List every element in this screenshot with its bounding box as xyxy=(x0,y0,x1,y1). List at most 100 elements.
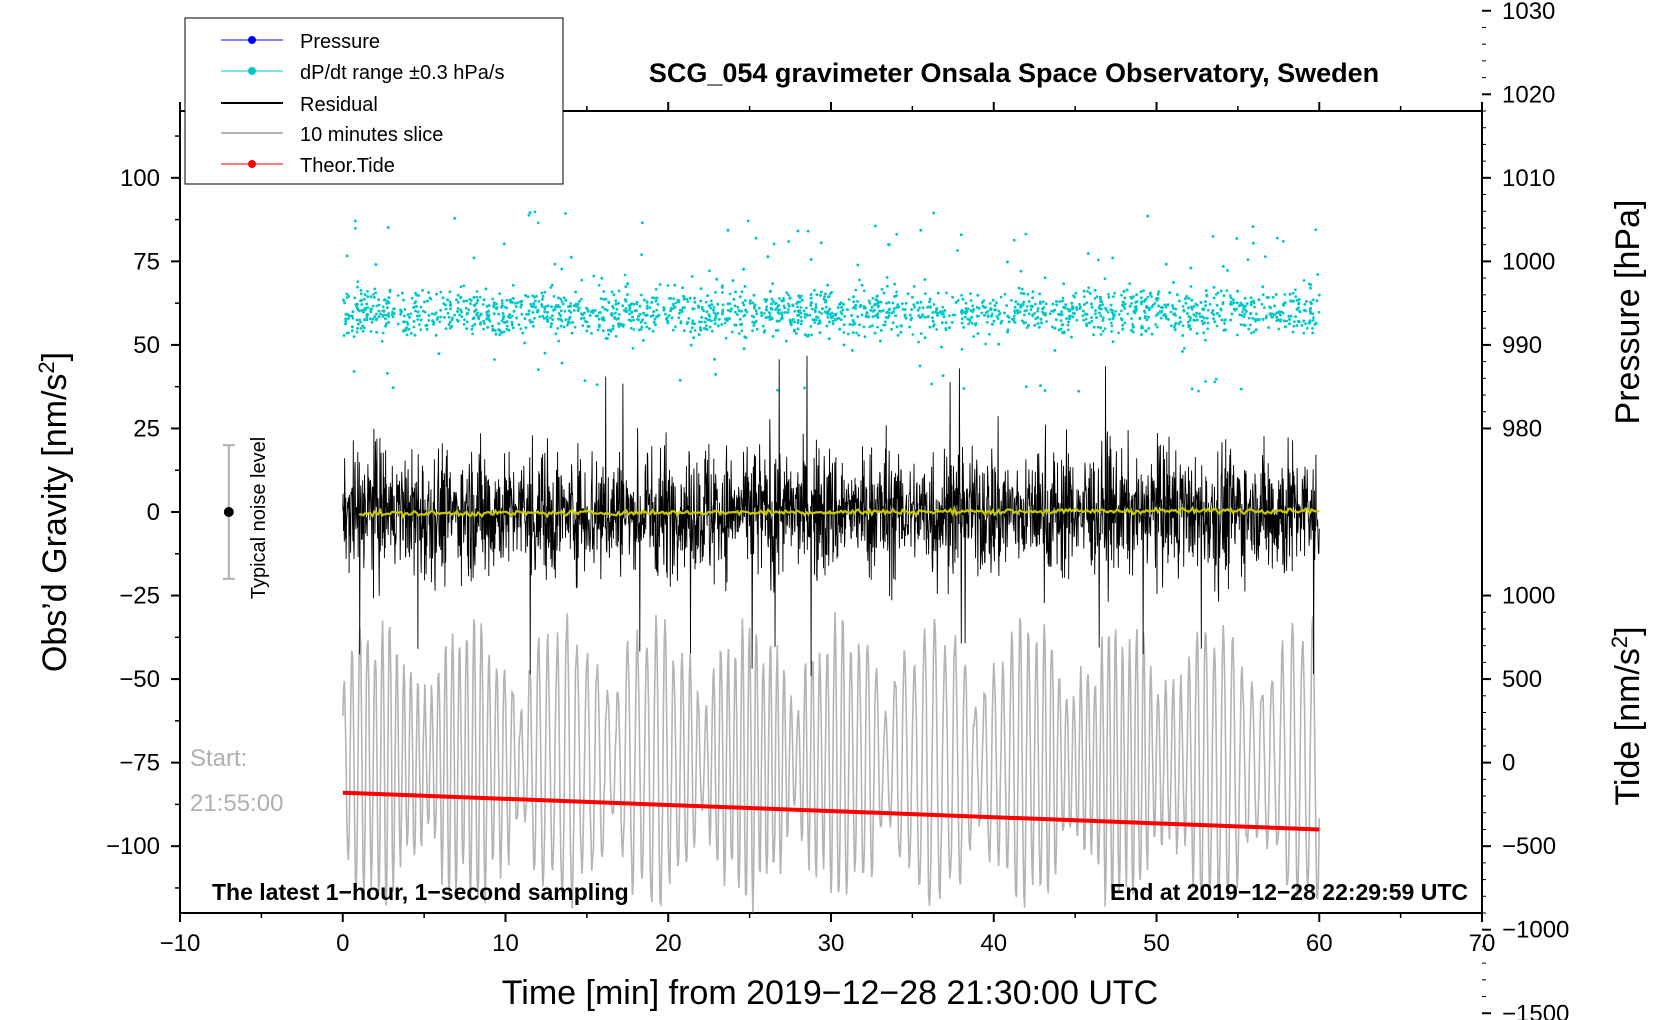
pressure-tick-label: 980 xyxy=(1502,415,1542,442)
series-residual-line xyxy=(342,355,1320,677)
dpdt-point xyxy=(867,299,871,303)
dpdt-point xyxy=(1186,306,1190,310)
dpdt-point xyxy=(1131,323,1135,326)
dpdt-point xyxy=(834,318,837,322)
dpdt-point xyxy=(1232,301,1236,305)
dpdt-point xyxy=(1298,298,1301,301)
dpdt-point xyxy=(1139,296,1143,300)
dpdt-point xyxy=(974,323,977,327)
dpdt-point xyxy=(387,315,391,318)
dpdt-point xyxy=(1090,316,1093,319)
dpdt-point xyxy=(1006,314,1010,318)
dpdt-point xyxy=(1164,305,1168,309)
dpdt-point xyxy=(1166,303,1170,307)
dpdt-point xyxy=(1154,323,1157,326)
dpdt-point xyxy=(365,318,369,322)
dpdt-point xyxy=(432,322,435,326)
dpdt-point xyxy=(1249,303,1253,307)
dpdt-point xyxy=(434,311,438,315)
dpdt-point xyxy=(865,311,869,314)
dpdt-point xyxy=(691,307,695,311)
dpdt-point xyxy=(642,298,646,302)
dpdt-point xyxy=(1194,302,1198,306)
dpdt-point xyxy=(529,302,532,306)
dpdt-point xyxy=(531,320,534,324)
dpdt-point xyxy=(511,326,515,330)
dpdt-point xyxy=(714,291,717,294)
dpdt-point xyxy=(1149,291,1152,295)
dpdt-point xyxy=(1219,308,1223,312)
dpdt-point xyxy=(792,329,796,333)
dpdt-point xyxy=(533,316,536,320)
dpdt-point xyxy=(1169,310,1173,314)
dpdt-point xyxy=(1177,322,1181,326)
dpdt-point xyxy=(554,332,558,336)
dpdt-point xyxy=(421,288,424,292)
dpdt-point xyxy=(446,311,450,315)
dpdt-point xyxy=(555,305,559,309)
dpdt-point xyxy=(721,291,724,294)
dpdt-point xyxy=(551,318,555,321)
dpdt-point xyxy=(726,317,730,320)
dpdt-point xyxy=(1173,323,1177,327)
dpdt-point xyxy=(830,291,833,294)
dpdt-point xyxy=(856,263,860,267)
dpdt-point xyxy=(640,253,643,257)
dpdt-point xyxy=(997,309,1001,313)
dpdt-point xyxy=(1088,321,1091,325)
dpdt-point xyxy=(1070,335,1073,339)
dpdt-point xyxy=(896,333,900,337)
dpdt-point xyxy=(564,318,568,321)
dpdt-point xyxy=(384,313,388,317)
dpdt-point xyxy=(666,321,670,325)
dpdt-point xyxy=(521,331,525,335)
dpdt-point xyxy=(892,310,896,314)
dpdt-point xyxy=(751,320,755,324)
dpdt-point xyxy=(935,328,939,331)
dpdt-point xyxy=(1019,305,1022,309)
dpdt-point xyxy=(1239,301,1243,305)
dpdt-point xyxy=(1210,311,1214,315)
dpdt-point xyxy=(586,308,590,312)
dpdt-point xyxy=(827,309,830,313)
dpdt-point xyxy=(1253,305,1256,309)
dpdt-point xyxy=(645,307,649,310)
dpdt-point xyxy=(523,341,527,345)
dpdt-point xyxy=(1311,331,1315,335)
dpdt-point xyxy=(1302,331,1306,335)
dpdt-point xyxy=(638,312,642,316)
dpdt-point xyxy=(1066,323,1070,327)
dpdt-point xyxy=(1298,309,1301,313)
dpdt-point xyxy=(1204,304,1207,307)
dpdt-point xyxy=(597,317,601,321)
dpdt-point xyxy=(1143,311,1147,314)
dpdt-point xyxy=(1176,293,1179,297)
dpdt-point xyxy=(1075,318,1079,322)
dpdt-point xyxy=(1082,319,1086,322)
dpdt-point xyxy=(799,311,803,315)
dpdt-point xyxy=(976,332,980,335)
dpdt-point xyxy=(479,312,483,316)
dpdt-point xyxy=(755,327,759,331)
dpdt-point xyxy=(476,298,480,302)
dpdt-point xyxy=(1311,312,1315,316)
dpdt-point xyxy=(576,308,580,312)
dpdt-point xyxy=(641,339,645,342)
dpdt-point xyxy=(820,312,823,315)
dpdt-point xyxy=(1057,328,1061,332)
dpdt-point xyxy=(658,283,662,286)
dpdt-point xyxy=(351,316,355,320)
dpdt-point xyxy=(813,288,816,292)
dpdt-point xyxy=(1195,332,1199,335)
dpdt-point xyxy=(724,317,728,321)
dpdt-point xyxy=(672,297,676,301)
dpdt-point xyxy=(1123,296,1127,300)
dpdt-point xyxy=(945,291,948,295)
dpdt-point xyxy=(1099,326,1102,330)
dpdt-point xyxy=(787,302,790,306)
dpdt-point xyxy=(626,282,629,286)
dpdt-point xyxy=(871,309,875,313)
dpdt-point xyxy=(1279,318,1283,322)
dpdt-point xyxy=(824,300,827,304)
dpdt-point xyxy=(491,329,495,332)
